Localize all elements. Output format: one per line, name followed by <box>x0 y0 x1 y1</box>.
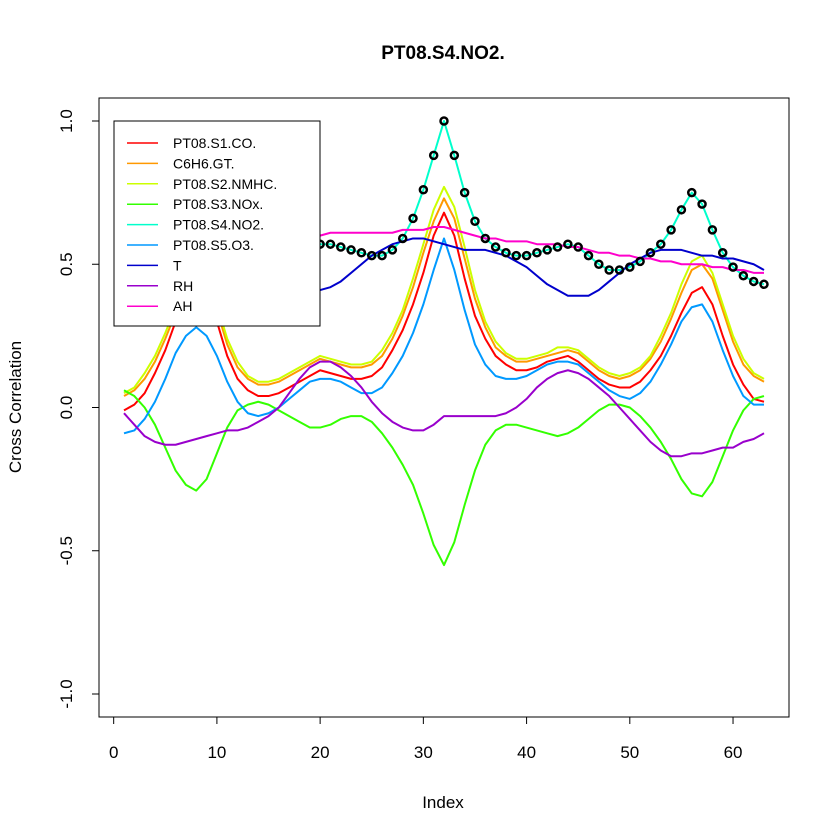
data-point <box>387 245 398 255</box>
series-line-7 <box>123 360 765 458</box>
data-point <box>480 233 491 244</box>
legend-label: AH <box>173 298 192 314</box>
data-point <box>459 187 470 198</box>
data-point <box>501 248 511 258</box>
data-point <box>511 250 522 261</box>
data-point <box>532 248 542 258</box>
legend-box <box>113 120 321 327</box>
series-line-1 <box>123 197 765 397</box>
legend-label: PT08.S5.O3. <box>173 237 254 253</box>
legend-label: PT08.S4.NO2. <box>173 217 264 233</box>
x-tick-label: 20 <box>311 743 330 762</box>
data-point <box>676 205 687 215</box>
data-point <box>728 262 738 272</box>
data-point <box>583 250 594 261</box>
data-point <box>521 250 532 261</box>
legend: PT08.S1.CO. C6H6.GT. PT08.S2.NMHC. PT08.S3.… <box>113 120 321 327</box>
data-point <box>748 276 759 287</box>
data-point <box>439 116 449 126</box>
series-line-5 <box>123 237 764 435</box>
data-point <box>325 239 336 249</box>
data-point <box>346 245 356 255</box>
legend-label: C6H6.GT. <box>173 155 234 171</box>
data-point <box>666 225 676 235</box>
data-point <box>356 248 367 258</box>
data-point <box>614 265 625 275</box>
y-tick-label: 0.0 <box>57 396 76 420</box>
legend-label: PT08.S3.NOx. <box>173 196 263 212</box>
y-axis-label: Cross Correlation <box>6 341 25 473</box>
legend-label: T <box>173 257 182 273</box>
x-axis: 0 10 20 30 40 50 60 <box>109 716 743 762</box>
y-tick-label: 1.0 <box>57 109 76 133</box>
data-point <box>707 225 718 235</box>
legend-label: RH <box>173 278 193 294</box>
legend-label: PT08.S1.CO. <box>173 135 256 151</box>
series-line-3 <box>123 389 765 567</box>
data-point <box>625 262 635 272</box>
data-point <box>377 250 387 261</box>
data-point <box>697 199 707 209</box>
data-point <box>594 259 604 269</box>
x-tick-label: 10 <box>207 743 226 762</box>
data-point <box>470 216 480 227</box>
data-point <box>656 239 666 249</box>
x-tick-label: 50 <box>620 743 639 762</box>
y-tick-label: -1.0 <box>57 679 76 708</box>
x-tick-label: 30 <box>414 743 433 762</box>
data-point <box>490 242 501 252</box>
data-point <box>759 279 769 290</box>
series-line-2 <box>123 185 765 395</box>
x-tick-label: 60 <box>724 743 743 762</box>
x-tick-label: 0 <box>109 743 118 762</box>
data-point <box>717 248 728 258</box>
data-point <box>408 213 418 224</box>
data-point <box>336 242 346 252</box>
x-axis-label: Index <box>422 793 464 812</box>
data-point <box>418 185 429 195</box>
data-point <box>635 256 645 267</box>
y-tick-label: 0.5 <box>57 252 76 276</box>
data-point <box>573 242 583 252</box>
data-point <box>366 250 377 261</box>
data-point <box>604 265 614 275</box>
y-axis: -1.0 -0.5 0.0 0.5 1.0 <box>57 109 100 709</box>
data-point <box>563 239 573 249</box>
data-point <box>397 233 408 244</box>
data-point <box>645 248 656 258</box>
data-point <box>552 242 563 252</box>
data-point <box>686 187 697 198</box>
legend-label: PT08.S2.NMHC. <box>173 176 277 192</box>
data-point <box>738 270 749 281</box>
y-tick-label: -0.5 <box>57 536 76 565</box>
data-point <box>542 245 552 255</box>
chart-title: PT08.S4.NO2. <box>381 43 505 64</box>
plot-points <box>305 116 769 290</box>
data-point <box>449 150 460 161</box>
data-point <box>428 150 439 161</box>
x-tick-label: 40 <box>517 743 536 762</box>
series-line-0 <box>123 211 765 412</box>
